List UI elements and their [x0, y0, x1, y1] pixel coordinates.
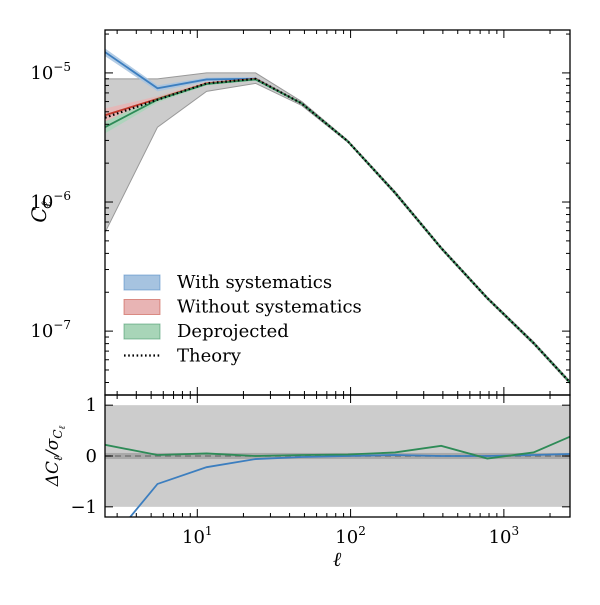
- legend-swatch: [123, 323, 161, 340]
- x-tick-label: 103: [489, 524, 520, 548]
- residual-panel: 101 102 103 −1 0 1: [70, 394, 571, 548]
- y-tick-label: −1: [70, 497, 97, 518]
- theory-error-band: [105, 72, 570, 385]
- deprojected-residual-line: [105, 435, 570, 460]
- with-systematics-band: [105, 48, 570, 384]
- legend-swatch: [123, 274, 161, 291]
- residual-plot-area: [105, 405, 570, 517]
- legend-label: Without systematics: [177, 297, 362, 318]
- x-tick-label: 102: [335, 524, 366, 548]
- y-axis-label: Cℓ: [27, 201, 55, 222]
- y-tick-label: 0: [86, 446, 97, 467]
- without-systematics-line: [105, 77, 570, 384]
- legend-label: Deprojected: [177, 321, 289, 342]
- x-axis-label: ℓ: [333, 547, 342, 571]
- y-tick-label: 10−5: [30, 60, 71, 84]
- spectrum-plot-area: [105, 48, 570, 385]
- x-tick-label: 101: [182, 524, 213, 548]
- residual-y-axis-label: ΔCℓ/σCℓ: [43, 425, 68, 487]
- legend: With systematics Without systematics Depro…: [123, 272, 362, 367]
- legend-item-theory: Theory: [124, 346, 242, 367]
- theory-line: [105, 77, 570, 384]
- legend-label: Theory: [177, 346, 242, 367]
- legend-item-without-systematics: Without systematics: [123, 297, 362, 318]
- y-tick-label: 1: [86, 395, 97, 416]
- deprojected-line: [105, 78, 570, 384]
- deprojected-band: [105, 78, 570, 384]
- legend-item-deprojected: Deprojected: [123, 321, 289, 342]
- y-tick-label: 10−7: [30, 318, 71, 342]
- legend-swatch: [123, 299, 161, 315]
- legend-label: With systematics: [177, 272, 332, 293]
- spectrum-panel: 10−7 10−6 10−5: [30, 29, 571, 396]
- without-systematics-band: [105, 77, 570, 384]
- legend-item-with-systematics: With systematics: [123, 272, 332, 293]
- y-tick-label: 10−6: [30, 189, 71, 213]
